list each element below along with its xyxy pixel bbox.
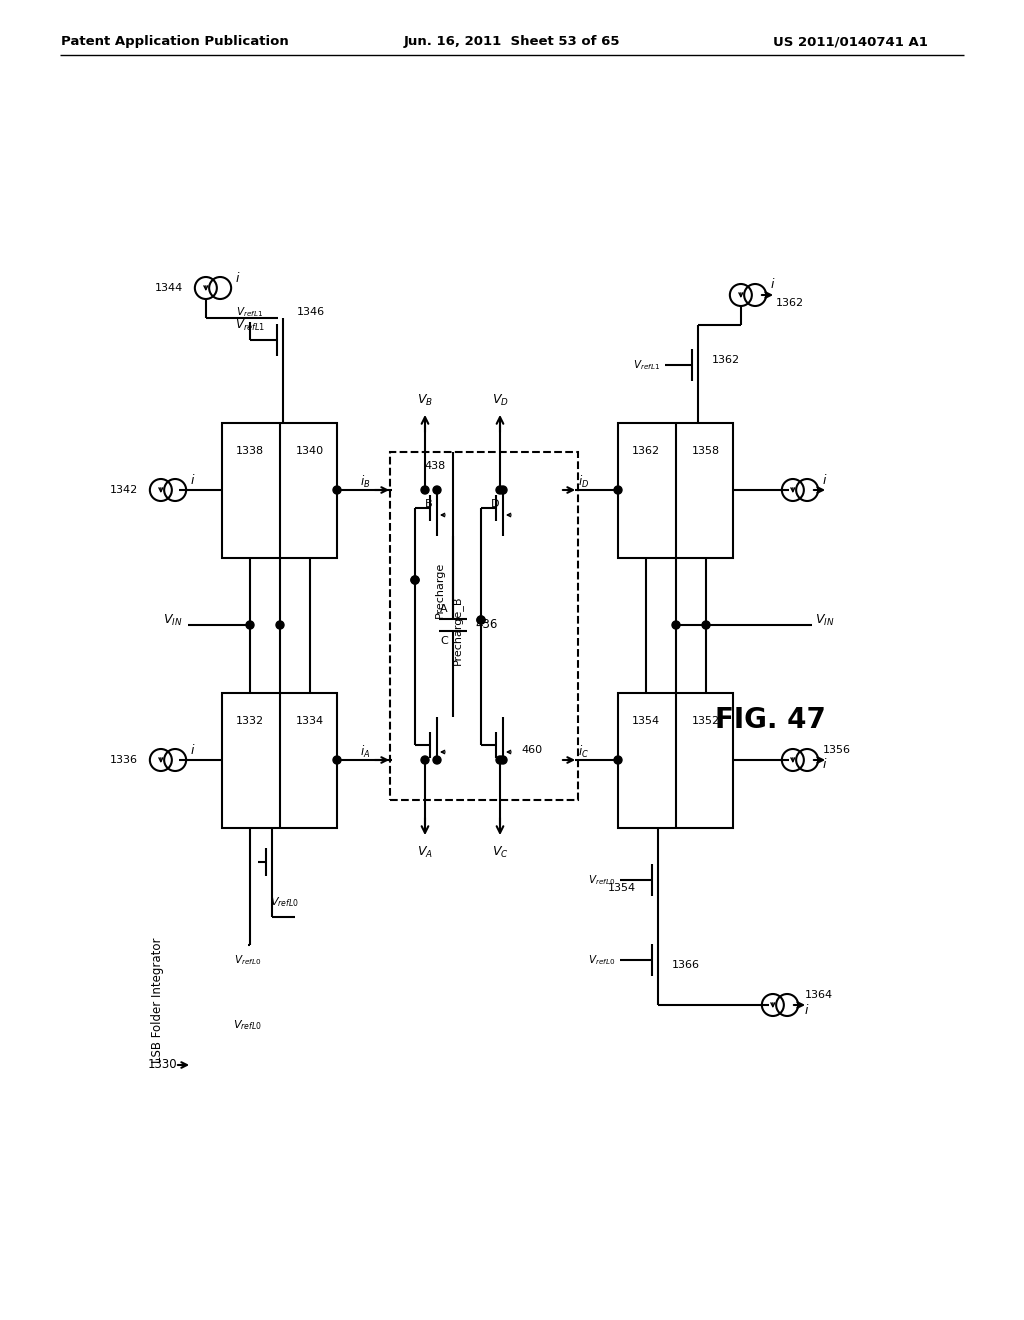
Circle shape	[433, 486, 441, 494]
Text: $V_{refL1}$: $V_{refL1}$	[234, 317, 265, 333]
Text: FIG. 47: FIG. 47	[715, 706, 825, 734]
Text: i: i	[236, 272, 240, 285]
Circle shape	[433, 756, 441, 764]
Text: 1354: 1354	[632, 715, 660, 726]
Text: 1364: 1364	[805, 990, 834, 1001]
Circle shape	[421, 486, 429, 494]
Text: C: C	[440, 636, 449, 645]
Bar	[222, 693, 337, 828]
Circle shape	[276, 620, 284, 630]
Text: 1340: 1340	[296, 446, 324, 455]
Circle shape	[496, 756, 504, 764]
Text: LSB Folder Integrator: LSB Folder Integrator	[151, 937, 164, 1063]
Text: $V_{IN}$: $V_{IN}$	[815, 612, 835, 627]
Text: 1330: 1330	[147, 1059, 177, 1072]
Text: i: i	[191, 743, 195, 756]
Circle shape	[499, 756, 507, 764]
Text: 460: 460	[521, 744, 542, 755]
Text: 436: 436	[475, 619, 498, 631]
Text: $i_B$: $i_B$	[359, 474, 370, 490]
Circle shape	[614, 756, 622, 764]
Text: $V_{refL0}$: $V_{refL0}$	[234, 953, 262, 966]
Text: 1332: 1332	[236, 715, 264, 726]
Circle shape	[702, 620, 710, 630]
Circle shape	[246, 620, 254, 630]
Text: 1336: 1336	[110, 755, 138, 766]
Text: $V_{refL0}$: $V_{refL0}$	[270, 895, 300, 909]
Text: $i_C$: $i_C$	[578, 744, 589, 760]
Circle shape	[477, 616, 485, 624]
Text: $V_C$: $V_C$	[492, 845, 508, 859]
Circle shape	[672, 620, 680, 630]
Text: $i_A$: $i_A$	[359, 744, 370, 760]
Text: 1342: 1342	[110, 484, 138, 495]
Text: $i_D$: $i_D$	[578, 474, 589, 490]
Text: 438: 438	[424, 461, 445, 471]
Circle shape	[499, 486, 507, 494]
Circle shape	[333, 756, 341, 764]
Circle shape	[421, 756, 429, 764]
Text: 1362: 1362	[712, 355, 740, 366]
Text: i: i	[823, 759, 826, 771]
Text: 1362: 1362	[776, 298, 804, 308]
Text: 1346: 1346	[297, 308, 326, 317]
Text: B: B	[425, 499, 433, 510]
Text: 1356: 1356	[823, 744, 851, 755]
Text: 1362: 1362	[632, 446, 660, 455]
Circle shape	[333, 486, 341, 494]
Circle shape	[496, 486, 504, 494]
Bar	[222, 422, 337, 558]
Text: i: i	[805, 1003, 809, 1016]
Text: US 2011/0140741 A1: US 2011/0140741 A1	[772, 36, 928, 49]
Text: Jun. 16, 2011  Sheet 53 of 65: Jun. 16, 2011 Sheet 53 of 65	[403, 36, 621, 49]
Text: i: i	[823, 474, 826, 487]
Bar	[618, 693, 733, 828]
Text: A: A	[440, 605, 449, 614]
Text: Precharge: Precharge	[435, 562, 445, 618]
Text: i: i	[771, 279, 774, 292]
Text: $V_{refL0}$: $V_{refL0}$	[588, 953, 615, 966]
Text: 1358: 1358	[692, 446, 720, 455]
Circle shape	[614, 486, 622, 494]
Text: $V_D$: $V_D$	[492, 392, 509, 408]
Text: 1352: 1352	[692, 715, 720, 726]
Circle shape	[411, 576, 419, 583]
Text: i: i	[191, 474, 195, 487]
Text: 1366: 1366	[672, 960, 700, 970]
Text: 1344: 1344	[155, 282, 183, 293]
Bar	[618, 422, 733, 558]
Text: $V_{refL1}$: $V_{refL1}$	[633, 358, 660, 372]
Text: Patent Application Publication: Patent Application Publication	[61, 36, 289, 49]
Bar	[390, 451, 578, 800]
Text: $V_{refL1}$: $V_{refL1}$	[237, 305, 263, 319]
Text: 1354: 1354	[608, 883, 636, 894]
Text: D: D	[490, 499, 500, 510]
Circle shape	[477, 616, 485, 624]
Text: 1338: 1338	[236, 446, 264, 455]
Text: $V_A$: $V_A$	[417, 845, 433, 859]
Text: $V_{IN}$: $V_{IN}$	[163, 612, 182, 627]
Text: $V_{refL0}$: $V_{refL0}$	[233, 1018, 262, 1032]
Text: Precharge_B: Precharge_B	[452, 595, 463, 665]
Text: $V_{refL0}$: $V_{refL0}$	[588, 873, 615, 887]
Text: 1334: 1334	[296, 715, 324, 726]
Text: $V_B$: $V_B$	[417, 392, 433, 408]
Circle shape	[411, 576, 419, 583]
